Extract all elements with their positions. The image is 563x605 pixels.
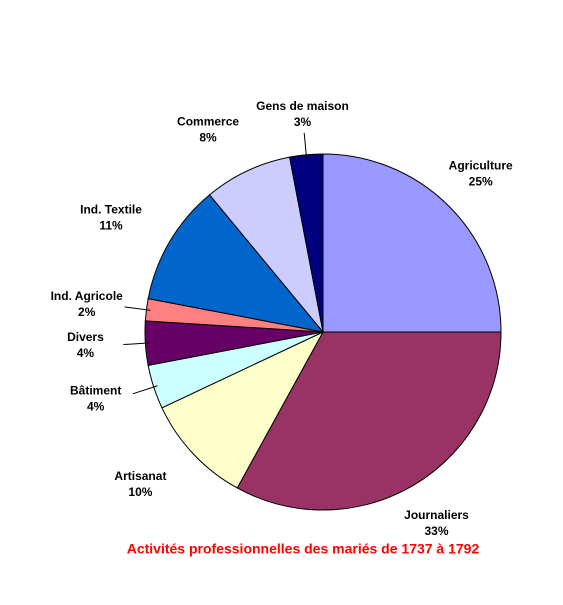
leader-line	[303, 132, 308, 159]
slice-value-label: 4%	[87, 400, 105, 414]
slice-label: Ind. Agricole	[51, 289, 124, 303]
slice-label: Artisanat	[114, 469, 166, 483]
slice-label: Journaliers	[404, 508, 469, 522]
slice-value-label: 4%	[77, 346, 95, 360]
slice-value-label: 8%	[199, 130, 217, 144]
pie-slice	[161, 330, 325, 489]
slice-value-label: 10%	[128, 485, 152, 499]
slice-value-label: 25%	[469, 174, 493, 188]
pie-slice	[147, 194, 325, 333]
slice-label: Divers	[67, 330, 104, 344]
slice-value-label: 33%	[425, 524, 449, 538]
slice-label: Commerce	[177, 114, 239, 128]
slice-label: Agriculture	[449, 158, 513, 172]
slice-label: Gens de maison	[256, 99, 349, 113]
pie-slice	[208, 156, 324, 333]
leader-line	[132, 385, 158, 395]
slice-label: Ind. Textile	[80, 203, 142, 217]
slice-label: Bâtiment	[70, 384, 121, 398]
slice-value-label: 2%	[78, 305, 96, 319]
leader-line	[123, 342, 150, 346]
pie-slice	[236, 331, 502, 511]
pie-slice	[322, 153, 502, 333]
slice-value-label: 3%	[294, 115, 312, 129]
leader-line	[124, 306, 151, 311]
slice-value-label: 11%	[99, 219, 123, 233]
chart-title: Activités professionnelles des mariés de…	[127, 541, 480, 557]
